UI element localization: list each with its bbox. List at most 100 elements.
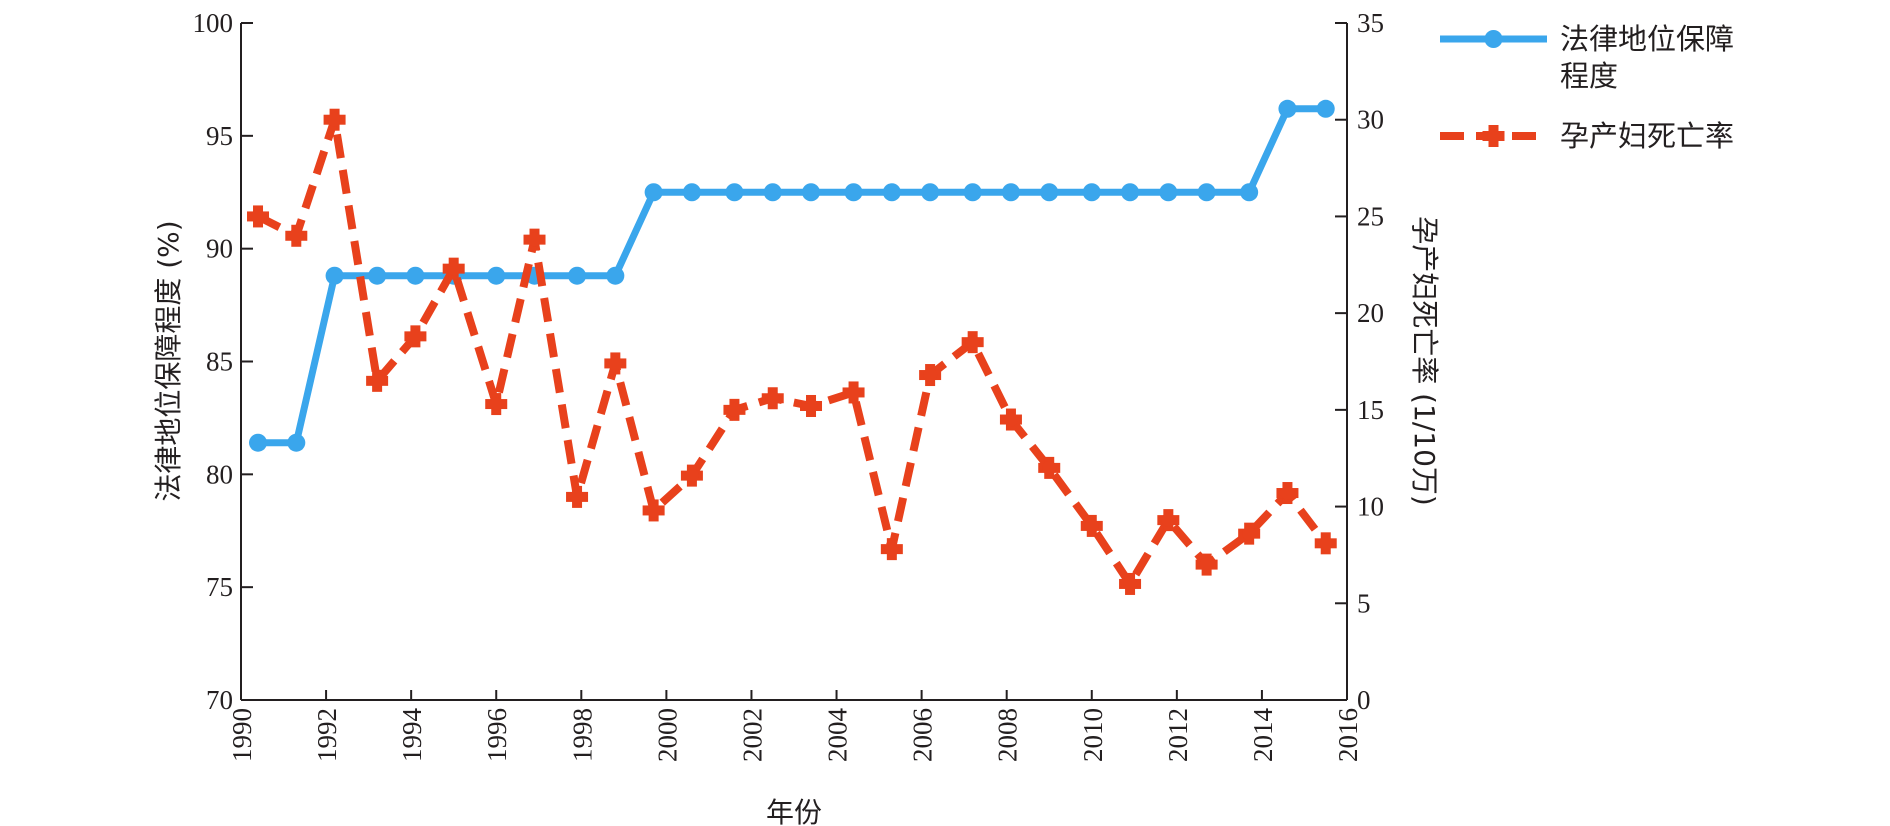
x-tick-label: 2012: [1163, 708, 1193, 762]
data-point: [1197, 183, 1216, 202]
x-tick-label: 1998: [567, 708, 597, 762]
legend-marker: [1484, 30, 1503, 48]
data-point: [1038, 456, 1061, 479]
legend-marker: [1482, 125, 1505, 147]
data-point: [485, 393, 508, 416]
data-point: [1316, 99, 1335, 118]
right-y-tick-label: 15: [1357, 395, 1384, 425]
data-point: [1195, 553, 1218, 576]
right-y-axis-title: 孕产妇死亡率 (1/10万): [1408, 216, 1441, 506]
data-point: [921, 183, 940, 202]
left-y-axis-title: 法律地位保障程度 (%): [152, 220, 185, 501]
data-point: [682, 183, 701, 202]
data-point: [325, 266, 344, 285]
data-point: [568, 266, 587, 285]
data-point: [723, 398, 746, 421]
left-y-tick-label: 95: [206, 121, 233, 151]
data-point: [1121, 183, 1140, 202]
data-point: [642, 499, 665, 522]
data-point: [680, 464, 703, 487]
right-y-tick-label: 20: [1357, 298, 1384, 328]
data-point: [761, 387, 784, 410]
series-line: [258, 105, 1326, 447]
data-point: [1159, 183, 1178, 202]
data-point: [249, 433, 268, 452]
right-y-axis: 0 5 10 15 20 25 30 35: [1335, 8, 1384, 715]
data-point: [323, 108, 346, 131]
data-point: [644, 183, 663, 202]
x-tick-label: 1992: [312, 708, 342, 762]
right-y-tick-label: 25: [1357, 201, 1384, 231]
data-point: [523, 228, 546, 251]
right-y-tick-label: 35: [1357, 8, 1384, 38]
data-point: [1238, 522, 1261, 545]
x-tick-label: 1994: [397, 708, 427, 763]
x-tick-label: 2006: [908, 708, 938, 762]
right-y-tick-label: 5: [1357, 588, 1371, 618]
x-tick-label: 1996: [482, 708, 512, 762]
x-tick-label: 2016: [1333, 708, 1363, 762]
data-point: [763, 183, 782, 202]
data-point: [1240, 183, 1259, 202]
data-point: [725, 183, 744, 202]
data-point: [287, 433, 306, 452]
left-y-tick-label: 90: [206, 234, 233, 264]
x-tick-label: 2002: [737, 708, 767, 762]
right-y-tick-label: 0: [1357, 685, 1371, 715]
data-point: [285, 224, 308, 247]
data-point: [880, 538, 903, 561]
left-y-axis: 70 75 80 85 90 95 100: [193, 8, 253, 715]
left-y-tick-label: 70: [206, 685, 233, 715]
x-tick-label: 2010: [1078, 708, 1108, 762]
data-point: [1001, 183, 1020, 202]
left-y-tick-label: 80: [206, 459, 233, 489]
x-tick-label: 1990: [227, 708, 257, 762]
data-point: [1119, 572, 1142, 595]
data-point: [961, 331, 984, 354]
legend-label: 孕产妇死亡率: [1560, 119, 1734, 153]
data-point: [487, 266, 506, 285]
data-point: [247, 205, 270, 228]
data-point: [1082, 183, 1101, 202]
data-point: [1314, 532, 1337, 555]
x-tick-label: 2014: [1248, 708, 1278, 763]
data-point: [566, 485, 589, 508]
data-point: [1157, 509, 1180, 532]
legend-item: 法律地位保障程度: [1440, 22, 1734, 93]
series-line: [256, 115, 1329, 588]
x-tick-label: 2004: [823, 708, 853, 763]
data-point: [802, 183, 821, 202]
legal-status-series: [249, 99, 1335, 452]
left-y-tick-label: 100: [193, 8, 234, 38]
data-point: [442, 257, 465, 280]
x-axis: 1990 1992 1994 1996 1998 2000 2002 2004 2006 2008…: [227, 690, 1363, 762]
mortality-series: [247, 108, 1337, 595]
x-axis-title: 年份: [766, 796, 822, 826]
data-point: [1276, 482, 1299, 505]
data-point: [999, 408, 1022, 431]
data-point: [1040, 183, 1059, 202]
data-point: [606, 266, 625, 285]
legend-label: 法律地位保障程度: [1560, 22, 1734, 93]
data-point: [882, 183, 901, 202]
left-y-tick-label: 85: [206, 347, 233, 377]
data-point: [406, 266, 425, 285]
x-tick-label: 2000: [652, 708, 682, 762]
legend-item: 孕产妇死亡率: [1440, 119, 1734, 153]
data-point: [842, 381, 865, 404]
data-point: [1080, 514, 1103, 537]
data-point: [800, 394, 823, 417]
data-point: [919, 364, 942, 387]
left-y-tick-label: 75: [206, 572, 233, 602]
right-y-tick-label: 10: [1357, 492, 1384, 522]
data-point: [404, 325, 427, 348]
data-point: [844, 183, 863, 202]
data-point: [963, 183, 982, 202]
right-y-tick-label: 30: [1357, 105, 1384, 135]
data-point: [604, 352, 627, 375]
data-point: [366, 369, 389, 392]
series-layer: [247, 99, 1337, 595]
data-point: [368, 266, 387, 285]
